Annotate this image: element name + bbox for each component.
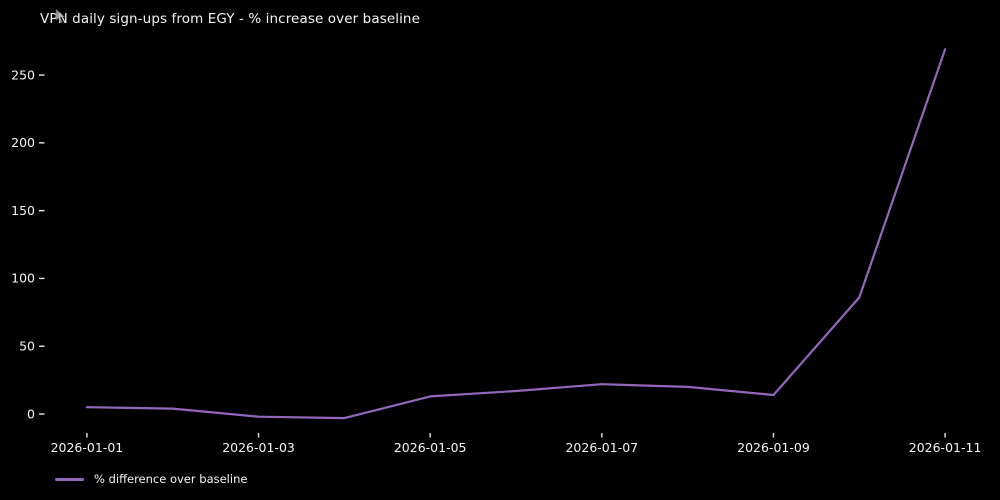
legend-line-swatch bbox=[55, 477, 84, 481]
x-tick-label: 2026-01-01 bbox=[51, 440, 124, 455]
x-tick-label: 2026-01-09 bbox=[737, 440, 810, 455]
data-line bbox=[85, 48, 947, 420]
x-tick-label: 2026-01-05 bbox=[394, 440, 467, 455]
legend: % difference over baseline bbox=[55, 472, 247, 486]
y-tick-label: 150 bbox=[11, 203, 35, 218]
x-tick-label: 2026-01-07 bbox=[565, 440, 638, 455]
legend-label: % difference over baseline bbox=[94, 472, 248, 486]
y-tick-label: 0 bbox=[27, 406, 35, 421]
x-tick-label: 2026-01-03 bbox=[222, 440, 295, 455]
y-tick-label: 50 bbox=[19, 339, 35, 354]
x-tick-label: 2026-01-11 bbox=[909, 440, 982, 455]
y-tick-label: 200 bbox=[11, 135, 35, 150]
y-tick-label: 250 bbox=[11, 67, 35, 82]
chart-title: VPN daily sign-ups from EGY - % increase… bbox=[40, 11, 420, 27]
y-tick-label: 100 bbox=[11, 271, 35, 286]
